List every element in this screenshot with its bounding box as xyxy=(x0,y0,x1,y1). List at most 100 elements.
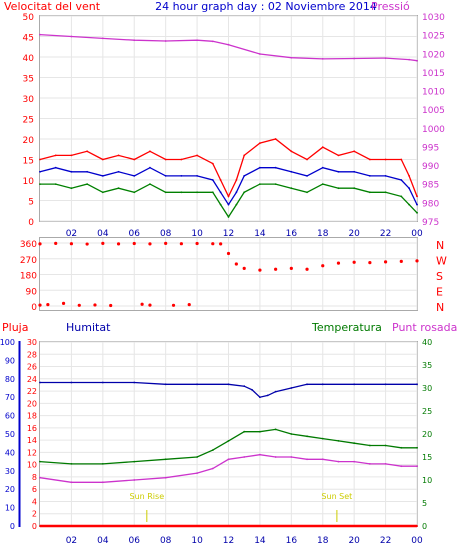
climate-x-tick-label: 02 xyxy=(66,536,77,546)
pressure-y-tick-label: 985 xyxy=(422,181,439,191)
pressure-y-tick-label: 1010 xyxy=(422,88,445,98)
direction-point xyxy=(109,303,113,308)
wind-y-tick-label: 40 xyxy=(23,54,35,64)
direction-point xyxy=(38,242,42,246)
wind-series-line-wind_avg xyxy=(39,166,418,206)
climate-x-tick-label: 10 xyxy=(191,536,203,546)
climate-point-dewpoint xyxy=(227,458,230,461)
direction-point xyxy=(140,302,144,306)
wind-gridlines xyxy=(40,15,418,222)
climate-point-humidity xyxy=(196,383,198,386)
climate-point-temperature xyxy=(306,435,308,438)
wind-point-wind_avg xyxy=(219,191,222,194)
temperature-tick-label: 40 xyxy=(422,338,432,347)
climate-point-dewpoint xyxy=(259,453,261,456)
wind-point-pressure xyxy=(196,39,198,42)
climate-point-humidity xyxy=(70,381,73,384)
wind-point-pressure xyxy=(164,40,167,42)
climate-point-humidity xyxy=(384,383,387,386)
wind-y-tick-label: 25 xyxy=(23,116,34,126)
rain-tick-label: 80 xyxy=(5,375,15,384)
wind-point-wind_min xyxy=(337,187,340,190)
climate-left-tick-label: 16 xyxy=(27,424,37,433)
wind-point-wind_min xyxy=(290,187,293,190)
climate-point-humidity xyxy=(101,381,104,384)
wind-point-wind_max xyxy=(211,162,214,165)
wind-point-wind_min xyxy=(180,191,183,194)
climate-point-temperature xyxy=(227,440,230,442)
climate-point-humidity xyxy=(353,383,356,386)
rain-tick-label: 30 xyxy=(5,467,15,476)
wind-point-wind_max xyxy=(408,175,411,177)
climate-x-tick-label: 12 xyxy=(223,536,234,546)
wind-point-wind_avg xyxy=(416,203,418,206)
wind-point-wind_avg xyxy=(408,187,411,190)
wind-point-wind_avg xyxy=(227,203,230,206)
direction-point xyxy=(38,303,42,307)
wind-point-wind_avg xyxy=(39,170,41,173)
direction-axis-ticks: 0 90 180 270 360 xyxy=(20,240,37,313)
wind-point-pressure xyxy=(321,57,324,60)
wind-point-wind_max xyxy=(54,154,57,157)
direction-point xyxy=(321,264,325,268)
climate-point-temperature xyxy=(243,430,246,433)
wind-point-wind_max xyxy=(235,179,238,181)
climate-point-temperature xyxy=(70,463,73,465)
wind-point-wind_min xyxy=(86,183,89,186)
rain-tick-label: 0 xyxy=(10,522,15,531)
sun-rise-label: Sun Rise xyxy=(129,492,164,501)
direction-label: W xyxy=(436,255,447,268)
climate-point-temperature xyxy=(164,458,167,461)
wind-point-wind_avg xyxy=(211,179,214,181)
climate-point-dewpoint xyxy=(39,476,41,479)
wind-point-wind_avg xyxy=(306,175,308,177)
wind-point-wind_max xyxy=(259,142,261,145)
wind-point-wind_min xyxy=(235,203,238,206)
climate-point-dewpoint xyxy=(306,458,308,461)
wind-point-wind_avg xyxy=(180,175,183,177)
climate-left-tick-label: 10 xyxy=(27,461,37,470)
wind-point-wind_max xyxy=(117,154,120,157)
climate-point-rain xyxy=(416,525,418,527)
wind-point-wind_min xyxy=(39,183,41,186)
wind-point-wind_avg xyxy=(196,175,198,177)
wind-point-wind_max xyxy=(86,150,89,153)
climate-point-dewpoint xyxy=(337,460,340,463)
direction-point xyxy=(274,267,278,271)
wind-x-tick-label: 14 xyxy=(254,229,266,239)
climate-point-humidity xyxy=(251,388,253,391)
climate-point-humidity xyxy=(227,383,230,386)
wind-point-wind_avg xyxy=(368,175,371,177)
direction-point xyxy=(93,303,97,307)
legend-temperatura: Temperatura xyxy=(311,321,382,334)
wind-x-tick-label: 00 xyxy=(411,229,423,239)
direction-point xyxy=(258,268,262,272)
climate-x-tick-label: 04 xyxy=(97,536,109,546)
wind-point-wind_min xyxy=(117,187,120,190)
direction-series xyxy=(38,241,419,308)
rain-tick-label: 50 xyxy=(5,430,15,439)
wind-series xyxy=(39,33,418,219)
wind-point-wind_max xyxy=(164,158,167,161)
direction-point xyxy=(195,241,199,246)
wind-x-tick-label: 16 xyxy=(286,229,298,239)
wind-point-wind_avg xyxy=(70,170,73,173)
wind-point-wind_min xyxy=(243,191,246,194)
legend-humitat: Humitat xyxy=(66,321,111,334)
rain-tick-label: 100 xyxy=(0,338,15,347)
pressure-y-tick-label: 980 xyxy=(422,199,439,209)
rain-tick-label: 10 xyxy=(5,504,15,513)
wind-point-wind_avg xyxy=(86,170,89,173)
climate-point-humidity xyxy=(164,383,167,386)
wind-point-wind_avg xyxy=(149,166,151,169)
wind-y-tick-label: 35 xyxy=(23,75,34,85)
direction-y-tick-label: 360 xyxy=(20,240,37,250)
wind-x-tick-label: 22 xyxy=(380,229,391,239)
temperature-tick-label: 30 xyxy=(422,384,432,393)
wind-point-pressure xyxy=(384,57,387,60)
climate-x-tick-label: 14 xyxy=(254,536,266,546)
direction-point xyxy=(415,259,419,263)
climate-x-tick-label: 18 xyxy=(317,536,329,546)
